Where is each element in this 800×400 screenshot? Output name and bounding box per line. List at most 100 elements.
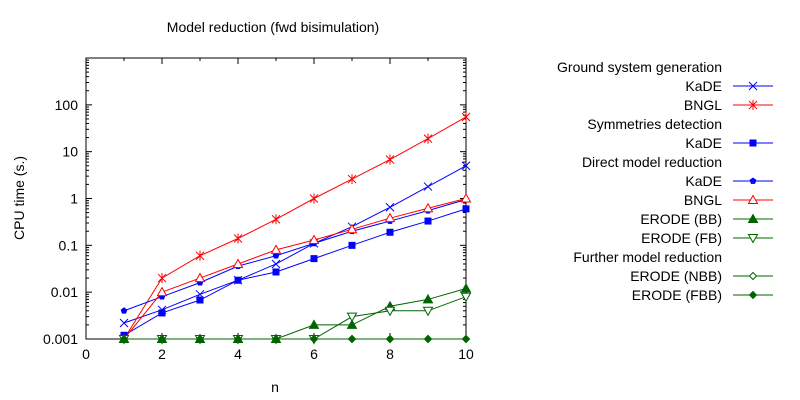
data-point (422, 293, 434, 304)
data-point (461, 334, 471, 344)
data-point (423, 334, 433, 344)
data-point (119, 334, 129, 344)
data-point (462, 205, 470, 213)
legend-marker (747, 213, 759, 223)
y-tick-label: 1 (70, 191, 78, 207)
legend-label: ERODE (FB) (641, 230, 722, 246)
data-point (346, 319, 358, 329)
data-point (234, 276, 242, 284)
legend-label: BNGL (684, 192, 722, 208)
series-line (123, 199, 467, 312)
y-tick-label: 0.1 (59, 237, 79, 253)
data-point (748, 100, 758, 110)
data-point (747, 213, 759, 223)
data-point (423, 133, 433, 144)
data-point (158, 309, 166, 317)
data-point (461, 111, 471, 122)
legend-heading: Direct model reduction (582, 154, 722, 170)
data-point (310, 255, 318, 263)
data-point (308, 234, 320, 244)
data-point (272, 268, 280, 276)
legend-marker (748, 100, 758, 110)
data-point (309, 334, 319, 344)
x-tick-label: 2 (158, 346, 166, 362)
data-point (157, 334, 167, 344)
x-axis-label: n (271, 379, 279, 395)
data-point (195, 334, 205, 344)
legend-marker (749, 177, 757, 184)
data-point (120, 307, 128, 314)
legend: Ground system generation KaDE BNGL Symmetri… (557, 59, 773, 303)
data-point (460, 292, 472, 303)
x-tick-label: 0 (82, 346, 90, 362)
data-point (195, 250, 205, 261)
legend-label: ERODE (NBB) (630, 268, 722, 284)
legend-label: ERODE (FBB) (632, 287, 722, 303)
data-point (749, 177, 757, 184)
series-line (123, 198, 467, 340)
data-point (424, 217, 432, 225)
series-line (123, 208, 467, 336)
legend-marker (747, 194, 759, 204)
data-point (422, 306, 434, 317)
data-point (233, 334, 243, 344)
data-point (347, 174, 357, 185)
data-point (270, 244, 282, 254)
data-point (460, 192, 472, 203)
data-point (271, 259, 281, 269)
data-point (348, 241, 356, 249)
series-8 (119, 334, 471, 344)
data-point (232, 258, 244, 268)
legend-marker (748, 290, 758, 300)
chart-title: Model reduction (fwd bisimulation) (167, 19, 379, 35)
data-point (385, 334, 395, 344)
data-point (156, 286, 168, 297)
data-point (461, 161, 471, 171)
series-line (124, 296, 467, 340)
data-point (747, 234, 759, 244)
y-tick-label: 10 (62, 144, 78, 160)
legend-heading: Symmetries detection (587, 116, 722, 132)
data-point (384, 306, 396, 317)
data-point (385, 154, 395, 165)
data-point (271, 334, 281, 344)
data-point (384, 212, 396, 223)
data-point (747, 194, 759, 204)
legend-label: KaDE (685, 173, 722, 189)
x-tick-label: 10 (458, 346, 474, 362)
series-0 (119, 161, 471, 328)
legend-label: KaDE (685, 78, 722, 94)
y-tick-label: 100 (55, 97, 79, 113)
series-line (124, 287, 467, 340)
data-point (385, 202, 395, 212)
legend-marker (749, 139, 757, 147)
y-axis-label: CPU time (s.) (11, 156, 27, 240)
data-point (271, 214, 281, 225)
data-point (460, 282, 472, 293)
data-point (309, 193, 319, 204)
data-point (386, 228, 394, 236)
data-point (157, 273, 167, 284)
series-layer (118, 111, 472, 345)
x-tick-label: 4 (234, 346, 242, 362)
legend-marker (747, 234, 759, 244)
y-tick-label: 0.01 (51, 284, 78, 300)
data-point (346, 223, 358, 234)
data-point (346, 312, 358, 323)
x-tick-label: 6 (310, 346, 318, 362)
legend-label: ERODE (BB) (640, 211, 722, 227)
x-tick-label: 8 (386, 346, 394, 362)
data-point (748, 290, 758, 300)
y-tick-label: 0.001 (43, 331, 78, 347)
legend-label: KaDE (685, 135, 722, 151)
data-point (749, 139, 757, 147)
plot-frame (85, 57, 467, 340)
axis-ticks: 0 2 4 6 8 10 0.001 0.01 0.1 1 10 100 (43, 58, 474, 362)
series-3 (120, 196, 470, 314)
legend-heading: Ground system generation (557, 59, 722, 75)
legend-heading: Further model reduction (573, 249, 722, 265)
legend-marker (748, 271, 758, 281)
data-point (194, 272, 206, 283)
data-point (308, 319, 320, 329)
